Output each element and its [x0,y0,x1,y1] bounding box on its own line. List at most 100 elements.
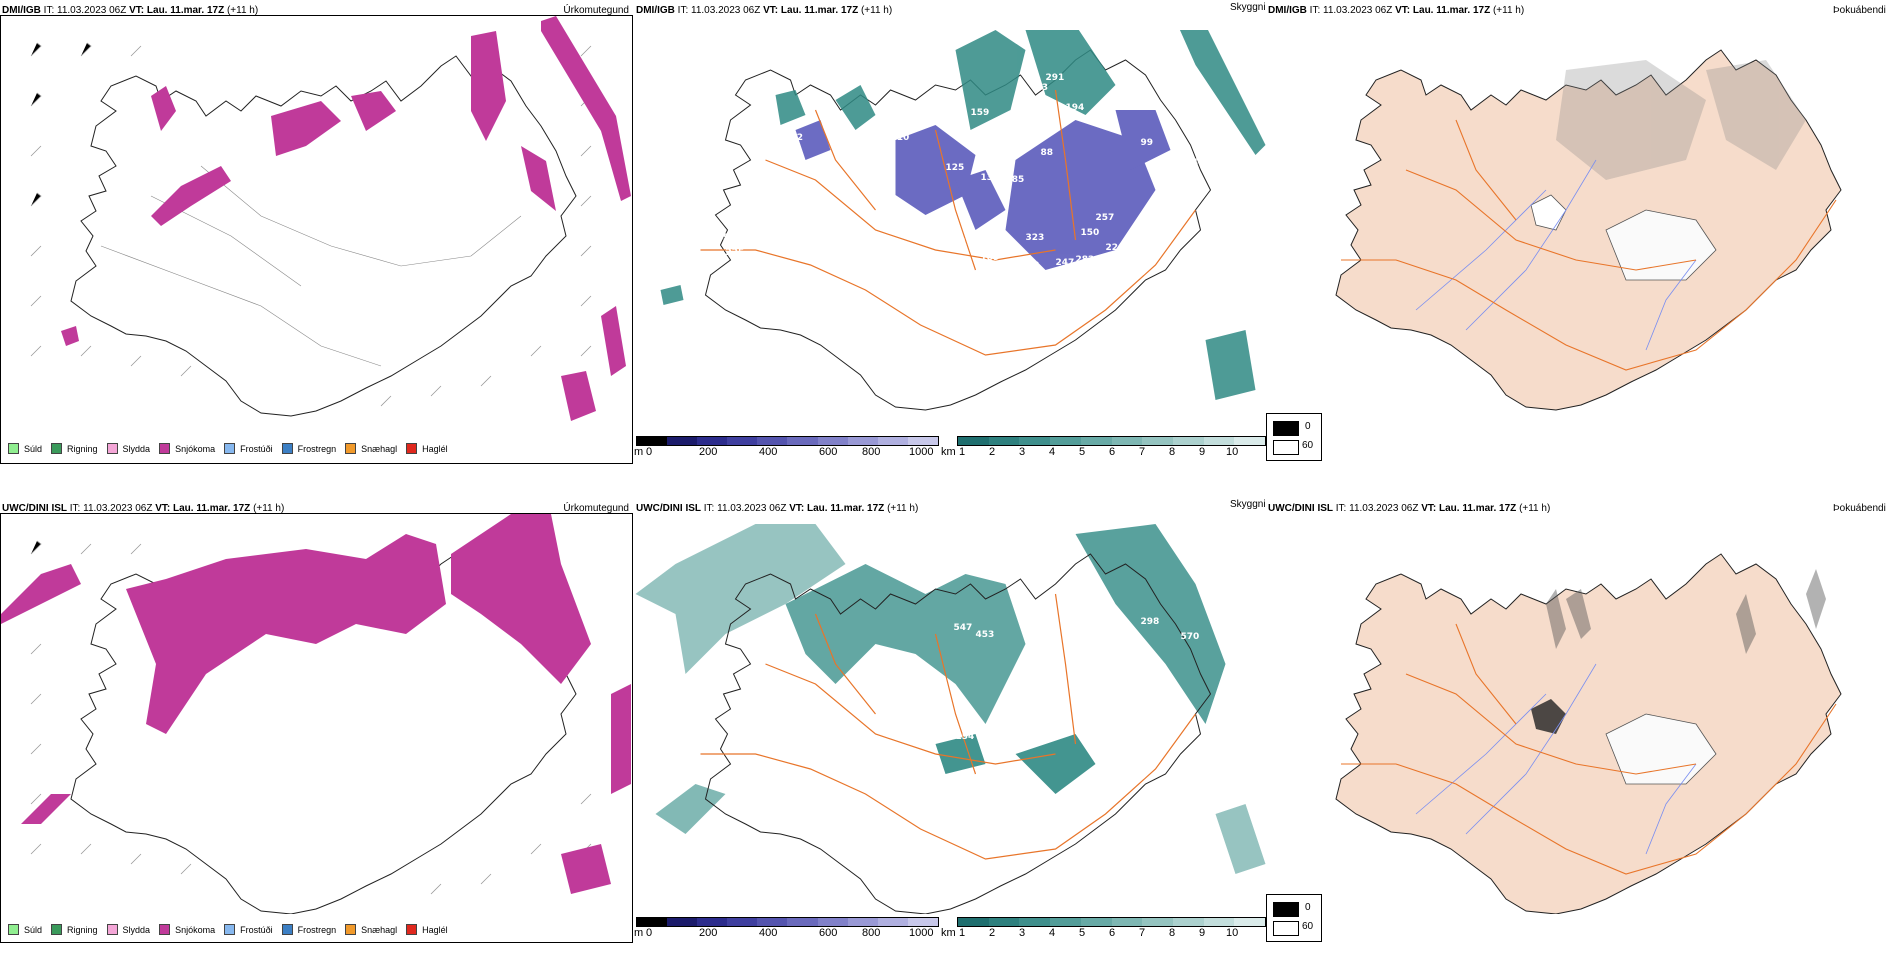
legend-item-frostregn: Frostregn [281,924,336,935]
legend-item-rigning: Rigning [51,443,98,454]
svg-text:282: 282 [1076,255,1095,265]
legend-item-frostudi: Frostúði [224,443,273,454]
precip-type-panel-top: DMI/IGB IT: 11.03.2023 06Z VT: Lau. 11.m… [0,0,633,480]
svg-text:145: 145 [896,243,915,253]
svg-text:225: 225 [726,248,745,258]
visibility-map-top: 291 194 193 158 159 226 131 88 110 62 22… [660,30,1266,411]
svg-text:63: 63 [1036,83,1049,93]
svg-text:291: 291 [1046,73,1065,83]
precip-legend: Súld Rigning Slydda Snjókoma Frostúði Fr… [8,443,457,454]
panel-header: UWC/DINI ISL IT: 11.03.2023 06Z VT: Lau.… [636,503,919,514]
panel-header: DMI/IGB IT: 11.03.2023 06Z VT: Lau. 11.m… [1268,5,1525,16]
panel-title: Skyggni [1230,499,1266,510]
fog-map-top [1335,49,1842,411]
svg-text:290: 290 [756,188,775,198]
cloudbase-colorbar: m 0 200 400 600 800 1000 [634,436,939,458]
panel-title: Skyggni [1230,2,1266,13]
panel-header: DMI/IGB IT: 11.03.2023 06Z VT: Lau. 11.m… [636,5,893,16]
svg-text:150: 150 [1081,228,1100,238]
fog-legend: 0 60 [1266,894,1322,942]
map-frame [0,513,633,943]
svg-text:88: 88 [1041,148,1054,158]
fog-index-panel-bottom: UWC/DINI ISL IT: 11.03.2023 06Z VT: Lau.… [1266,481,1899,961]
legend-item-haglel: Haglél [406,924,448,935]
legend-item-snaehagl: Snæhagl [345,443,397,454]
legend-item-frostudi: Frostúði [224,924,273,935]
svg-text:125: 125 [946,163,965,173]
legend-item-sudl: Súld [8,443,42,454]
panel-header: DMI/IGB IT: 11.03.2023 06Z VT: Lau. 11.m… [2,5,259,16]
legend-item-slydda: Slydda [106,443,150,454]
legend-item-snaehagl: Snæhagl [345,924,397,935]
legend-item-slydda: Slydda [106,924,150,935]
svg-text:226: 226 [946,123,965,133]
svg-text:217: 217 [991,168,1010,178]
legend-item-rigning: Rigning [51,924,98,935]
fog-shading [1556,60,1806,180]
svg-text:547: 547 [954,623,973,633]
svg-text:193: 193 [1031,123,1050,133]
svg-text:194: 194 [1066,103,1085,113]
panel-title: Úrkomutegund [563,503,629,514]
svg-text:131: 131 [981,173,1000,183]
teal-areas [660,30,1266,400]
svg-text:62: 62 [791,133,804,143]
fog-legend: 0 60 [1266,413,1322,461]
svg-text:298: 298 [1141,617,1160,627]
precip-type-panel-bottom: UWC/DINI ISL IT: 11.03.2023 06Z VT: Lau.… [0,481,633,961]
fog-map-bottom [1335,553,1842,914]
visibility-colorbar: km 1 2 3 4 5 6 7 8 9 10 [941,436,1266,458]
colorbar-unit: m [634,446,644,458]
cloud-areas [795,110,1171,270]
svg-text:189: 189 [981,253,1000,263]
visibility-map-bottom: 547 453 298 570 154 [635,524,1266,914]
cloud-labels: 291 194 193 158 159 226 131 88 110 62 22… [711,73,1199,271]
svg-text:110: 110 [891,133,910,143]
svg-text:185: 185 [1006,175,1025,185]
visibility-panel-bottom: UWC/DINI ISL IT: 11.03.2023 06Z VT: Lau.… [634,481,1267,961]
panel-header: UWC/DINI ISL IT: 11.03.2023 06Z VT: Lau.… [1268,503,1551,514]
fog-shading [1546,569,1826,654]
roads [700,89,1196,356]
svg-text:453: 453 [976,630,995,640]
svg-text:172: 172 [1121,258,1140,268]
panel-header: UWC/DINI ISL IT: 11.03.2023 06Z VT: Lau.… [2,503,285,514]
snow-areas [1,514,631,894]
legend-item-frostregn: Frostregn [281,443,336,454]
precip-map-top [30,16,631,421]
cloudbase-colorbar: m 0 200 400 600 800 1000 [634,917,939,939]
visibility-panel-top: DMI/IGB IT: 11.03.2023 06Z VT: Lau. 11.m… [634,0,1267,480]
svg-text:123: 123 [776,198,795,208]
roads [700,593,1196,860]
svg-text:125: 125 [711,233,730,243]
svg-text:257: 257 [1096,213,1115,223]
svg-text:154: 154 [956,732,975,742]
svg-text:570: 570 [1181,632,1200,642]
legend-item-snjokoma: Snjókoma [159,443,215,454]
roads [1341,119,1837,371]
teal-areas [635,524,1266,874]
svg-text:54: 54 [1186,158,1199,168]
colorbar-unit: km [941,446,956,458]
svg-text:247: 247 [1056,258,1075,268]
panel-title: Úrkomutegund [563,5,629,16]
roads [1341,623,1837,875]
svg-text:158: 158 [926,113,945,123]
svg-text:170: 170 [961,238,980,248]
svg-text:174: 174 [1151,168,1170,178]
fog-index-panel-top: DMI/IGB IT: 11.03.2023 06Z VT: Lau. 11.m… [1266,0,1899,480]
svg-text:218: 218 [1021,261,1040,271]
legend-item-snjokoma: Snjókoma [159,924,215,935]
cloud-labels: 547 453 298 570 154 [954,617,1200,742]
colorbar-unit: m [634,927,644,939]
rivers [1415,159,1697,351]
svg-text:281: 281 [871,158,890,168]
precip-map-bottom [1,514,631,914]
visibility-colorbar: km 1 2 3 4 5 6 7 8 9 10 [941,917,1266,939]
svg-text:118: 118 [1021,98,1040,108]
precip-legend: Súld Rigning Slydda Snjókoma Frostúði Fr… [8,924,457,935]
svg-text:99: 99 [1141,138,1154,148]
svg-text:323: 323 [1026,233,1045,243]
colorbar-unit: km [941,927,956,939]
legend-item-sudl: Súld [8,924,42,935]
